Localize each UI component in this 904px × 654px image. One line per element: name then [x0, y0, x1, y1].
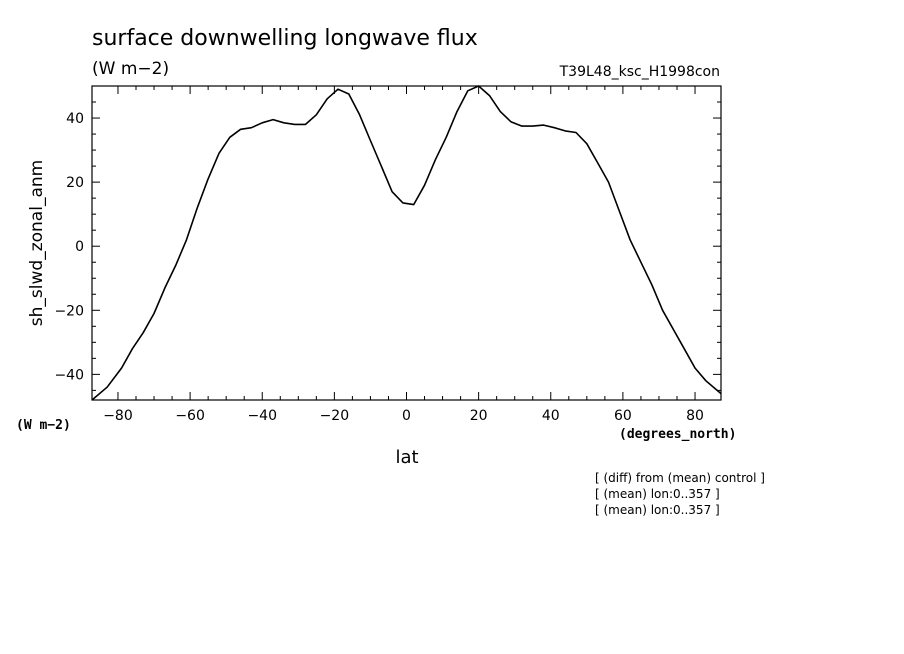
- notes-block: [ (diff) from (mean) control ] [ (mean) …: [595, 471, 765, 517]
- units-label: (W m−2): [92, 59, 169, 79]
- note-line: [ (diff) from (mean) control ]: [595, 471, 765, 485]
- x-tick-group: −80 −60 −40 −20 0 20 40 60 80: [103, 86, 704, 424]
- x-tick-label: 40: [542, 408, 560, 424]
- y-tick-label: 20: [66, 175, 84, 191]
- x-axis-label: lat: [395, 447, 418, 468]
- x-tick-label: −40: [247, 408, 277, 424]
- x-tick-label: 60: [614, 408, 632, 424]
- y-tick-label: 0: [75, 239, 84, 255]
- y-axis-units: (W m−2): [16, 418, 71, 433]
- y-tick-label: 40: [66, 111, 84, 127]
- y-axis-label: sh_slwd_zonal_anm: [27, 160, 47, 326]
- x-tick-label: 20: [470, 408, 488, 424]
- note-line: [ (mean) lon:0..357 ]: [595, 503, 720, 517]
- y-tick-label: −20: [54, 303, 84, 319]
- x-tick-label: −60: [175, 408, 205, 424]
- chart-title: surface downwelling longwave flux: [92, 26, 478, 51]
- x-tick-label: −80: [103, 408, 133, 424]
- experiment-label: T39L48_ksc_H1998con: [559, 64, 720, 80]
- y-tick-group: −40 −20 0 20 40: [54, 85, 721, 391]
- x-axis-units: (degrees_north): [619, 427, 736, 442]
- y-tick-label: −40: [54, 367, 84, 383]
- plot-area: −80 −60 −40 −20 0 20 40 60 80 −40 −20 0 20 40: [54, 85, 722, 424]
- x-tick-label: −20: [320, 408, 350, 424]
- note-line: [ (mean) lon:0..357 ]: [595, 487, 720, 501]
- x-tick-label: 0: [402, 408, 411, 424]
- x-tick-label: 80: [686, 408, 704, 424]
- series-line: [91, 85, 722, 401]
- plot-frame: [91, 85, 722, 401]
